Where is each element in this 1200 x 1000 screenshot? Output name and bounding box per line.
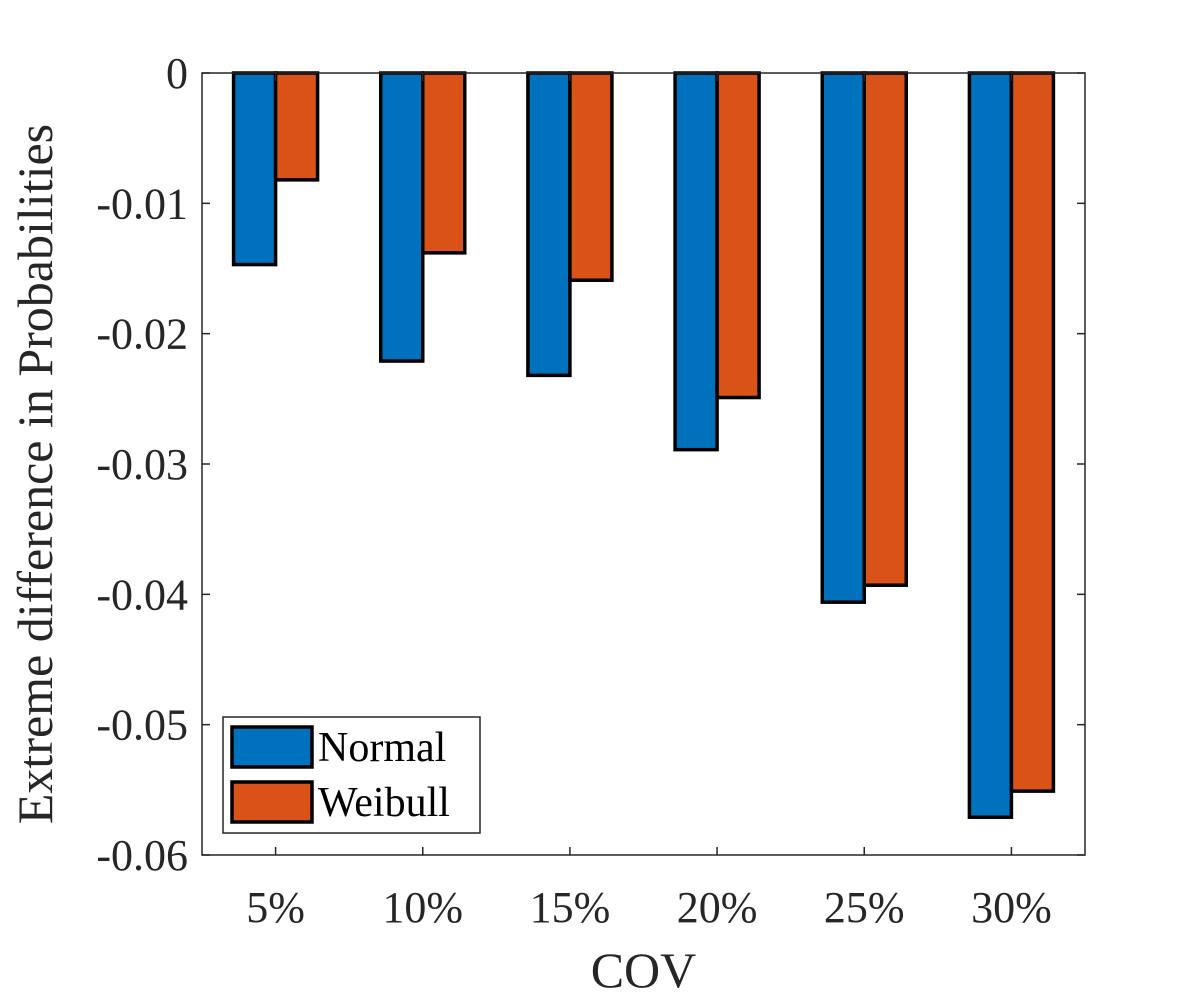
legend-swatch-weibull xyxy=(230,780,314,824)
legend-label-normal: Normal xyxy=(318,725,446,771)
y-tick-label: 0 xyxy=(166,49,188,98)
x-tick-label: 30% xyxy=(971,883,1052,932)
bar-weibull-30pct xyxy=(1009,71,1056,793)
bar-weibull-15pct xyxy=(568,71,614,282)
x-axis-ticks: 5% 10% 15% 20% 25% 30% xyxy=(246,73,1052,932)
y-tick-label: -0.03 xyxy=(96,440,188,489)
y-tick-label: -0.05 xyxy=(96,701,188,750)
bar-normal-25pct xyxy=(820,71,866,604)
y-tick-label: -0.06 xyxy=(96,831,188,880)
y-tick-label: -0.04 xyxy=(96,570,188,619)
legend-label-weibull: Weibull xyxy=(318,780,450,826)
bar-weibull-10pct xyxy=(421,71,467,255)
bar-normal-20pct xyxy=(673,71,719,452)
legend: Normal Weibull xyxy=(222,716,481,834)
bar-normal-10pct xyxy=(379,71,425,363)
bar-weibull-25pct xyxy=(862,71,908,587)
y-tick-label: -0.02 xyxy=(96,310,188,359)
x-tick-label: 10% xyxy=(382,883,463,932)
y-tick-label: -0.01 xyxy=(96,179,188,228)
x-tick-label: 20% xyxy=(677,883,758,932)
y-axis-ticks: 0 -0.01 -0.02 -0.03 -0.04 -0.05 -0.06 xyxy=(96,49,1085,880)
x-tick-label: 25% xyxy=(824,883,905,932)
x-axis-label: COV xyxy=(591,942,697,998)
bar-normal-5pct xyxy=(231,71,278,267)
y-axis-label: Extreme difference in Probabilities xyxy=(7,124,63,824)
bar-weibull-5pct xyxy=(273,71,320,182)
bar-weibull-20pct xyxy=(715,71,761,400)
legend-swatch-normal xyxy=(230,725,314,769)
x-tick-label: 15% xyxy=(530,883,611,932)
bar-normal-15pct xyxy=(526,71,572,378)
bars-group xyxy=(231,71,1056,819)
x-tick-label: 5% xyxy=(246,883,305,932)
bar-normal-30pct xyxy=(967,71,1014,819)
